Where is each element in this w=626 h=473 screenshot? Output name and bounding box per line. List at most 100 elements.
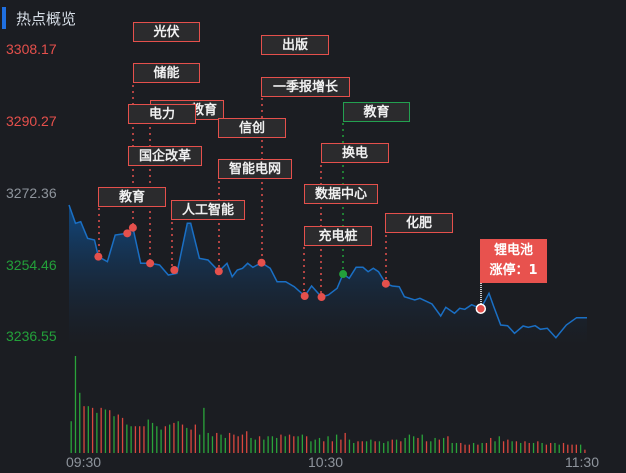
concept-tag[interactable]: 电力 xyxy=(128,104,196,124)
event-marker xyxy=(317,293,326,302)
volume-bar xyxy=(91,407,94,453)
volume-bar xyxy=(365,441,368,453)
event-marker xyxy=(381,279,390,288)
concept-tag[interactable]: 数据中心 xyxy=(304,184,378,204)
limit-up-sector: 锂电池 xyxy=(493,243,533,258)
event-marker xyxy=(146,259,155,268)
volume-bar xyxy=(267,436,269,453)
volume-bar xyxy=(348,439,351,453)
volume-bar xyxy=(160,429,162,453)
concept-tag[interactable]: 储能 xyxy=(133,63,200,83)
volume-bar xyxy=(293,436,295,453)
concept-tag[interactable]: 光伏 xyxy=(133,22,200,42)
volume-bar xyxy=(70,421,72,453)
volume-bar xyxy=(417,437,419,453)
concept-tag-green[interactable]: 教育 xyxy=(343,102,410,122)
volume-bar xyxy=(113,416,115,453)
volume-bar xyxy=(520,442,522,453)
volume-bar xyxy=(190,429,192,453)
volume-bar xyxy=(74,356,77,453)
y-axis-label: 3290.27 xyxy=(6,113,57,129)
volume-bar xyxy=(194,424,196,453)
volume-bar xyxy=(143,426,145,453)
event-marker xyxy=(128,223,137,232)
volume-bar xyxy=(575,444,577,453)
volume-bar xyxy=(147,419,149,453)
price-line xyxy=(68,204,587,339)
concept-tag[interactable]: 人工智能 xyxy=(171,200,245,220)
volume-bar xyxy=(121,417,124,453)
volume-bar xyxy=(134,426,137,453)
volume-bar xyxy=(425,441,428,453)
concept-tag[interactable]: 教育 xyxy=(98,187,166,207)
volume-bar xyxy=(502,441,505,453)
volume-bar xyxy=(280,434,282,453)
volume-bar xyxy=(228,432,231,453)
volume-bar xyxy=(434,437,436,453)
volume-bar xyxy=(211,436,214,453)
volume-bar xyxy=(537,441,539,453)
concept-tag[interactable]: 国企改革 xyxy=(128,146,202,166)
volume-bar xyxy=(318,437,321,453)
volume-bar xyxy=(383,442,385,453)
volume-bar xyxy=(109,410,111,453)
volume-bar xyxy=(550,442,552,453)
volume-bar xyxy=(79,392,81,453)
volume-bar xyxy=(173,422,175,453)
y-axis-label-max: 3308.17 xyxy=(6,41,57,57)
volume-bar xyxy=(541,442,543,453)
event-marker xyxy=(123,229,132,238)
price-area xyxy=(69,205,587,345)
volume-bar xyxy=(378,441,381,453)
title-accent-bar xyxy=(2,7,6,29)
concept-tag[interactable]: 充电桩 xyxy=(304,226,372,246)
volume-bar xyxy=(186,427,188,453)
concept-tag[interactable]: 出版 xyxy=(261,35,329,55)
volume-bar xyxy=(357,441,359,453)
volume-bar xyxy=(203,407,205,453)
volume-bar xyxy=(413,436,415,453)
limit-up-callout[interactable]: 锂电池 涨停：1 xyxy=(480,239,547,283)
concept-tag[interactable]: 化肥 xyxy=(385,213,453,233)
volume-bar xyxy=(391,439,393,453)
volume-bar xyxy=(181,424,184,453)
volume-bar xyxy=(288,434,291,453)
volume-bar xyxy=(220,434,222,453)
volume-bar xyxy=(374,441,376,453)
concept-tag[interactable]: 一季报增长 xyxy=(261,77,350,97)
volume-bar xyxy=(353,442,355,453)
volume-bar xyxy=(237,436,239,453)
volume-bar xyxy=(224,437,226,453)
volume-bar xyxy=(438,439,441,453)
volume-bar xyxy=(284,436,286,453)
volume-bar xyxy=(323,441,325,453)
volume-bar xyxy=(164,426,167,453)
volume-bar xyxy=(271,436,274,453)
volume-bar xyxy=(314,439,316,453)
volume-bar xyxy=(584,449,586,453)
volume-bar xyxy=(156,426,158,453)
volume-bar xyxy=(490,437,492,453)
volume-bar xyxy=(87,406,89,453)
volume-bar xyxy=(455,442,458,453)
event-marker xyxy=(94,252,103,261)
volume-bar xyxy=(305,436,308,453)
concept-tag[interactable]: 智能电网 xyxy=(218,159,292,179)
volume-bar xyxy=(545,444,548,453)
volume-bar xyxy=(468,444,470,453)
volume-bar xyxy=(532,442,535,453)
volume-bar xyxy=(481,442,483,453)
concept-tag[interactable]: 换电 xyxy=(321,143,389,163)
volume-bar xyxy=(340,439,342,453)
event-marker xyxy=(300,292,309,301)
concept-tag[interactable]: 信创 xyxy=(218,118,286,138)
volume-bar xyxy=(151,422,154,453)
volume-bar xyxy=(442,437,445,453)
volume-bar xyxy=(301,434,304,453)
x-axis-label: 11:30 xyxy=(565,454,599,470)
volume-bar xyxy=(464,444,466,453)
volume-bar xyxy=(216,432,218,453)
volume-bar xyxy=(130,426,132,453)
volume-bar xyxy=(361,441,363,453)
